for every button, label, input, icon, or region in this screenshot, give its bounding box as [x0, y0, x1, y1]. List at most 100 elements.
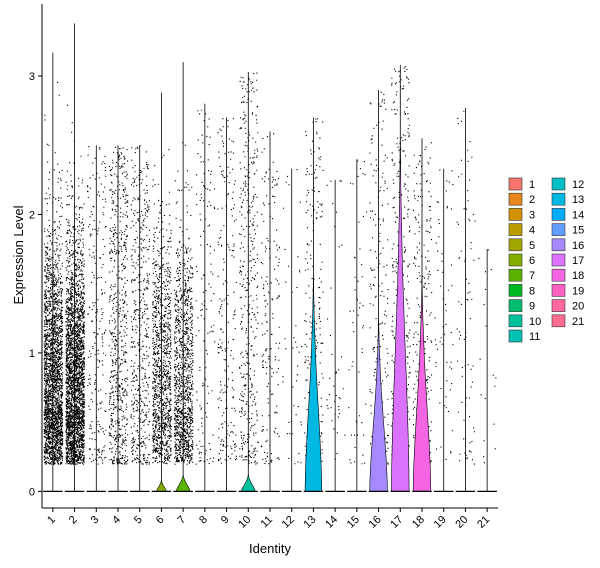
legend-item-18: 18: [551, 268, 584, 282]
legend-label-19: 19: [572, 285, 584, 297]
violin-body-7: [176, 474, 191, 492]
legend-swatch-21: [551, 314, 566, 328]
legend-item-13: 13: [551, 192, 584, 206]
points-13: [304, 118, 324, 464]
legend-label-10: 10: [529, 316, 541, 328]
legend-item-8: 8: [508, 284, 535, 297]
points-11: [260, 133, 281, 465]
x-tick-label-3: 3: [89, 514, 102, 527]
x-tick-label-19: 19: [432, 514, 449, 531]
legend-label-7: 7: [529, 270, 535, 282]
legend-item-16: 16: [551, 238, 584, 252]
points-group-13: [304, 118, 324, 464]
points-group-4: [108, 146, 129, 465]
x-tick-label-18: 18: [410, 514, 427, 531]
legend-item-15: 15: [551, 223, 584, 237]
legend-item-3: 3: [508, 208, 535, 221]
legend-label-15: 15: [572, 225, 584, 237]
legend-label-18: 18: [572, 270, 584, 282]
x-tick-label-4: 4: [110, 514, 123, 527]
legend-item-20: 20: [551, 299, 584, 313]
legend-swatch-2: [508, 192, 523, 206]
legend-label-17: 17: [572, 255, 584, 267]
x-tick-label-13: 13: [301, 514, 318, 531]
legend-item-2: 2: [508, 192, 535, 206]
violin-5: [129, 145, 150, 492]
violin-18: [412, 138, 432, 492]
x-tick-label-16: 16: [367, 514, 384, 531]
legend-swatch-6: [508, 253, 523, 267]
y-axis-title: Expression Level: [11, 205, 26, 304]
legend-label-5: 5: [529, 240, 535, 252]
points-group-20: [456, 110, 476, 465]
violin-body-18: [412, 276, 432, 492]
x-tick-label-10: 10: [236, 514, 253, 531]
legend-swatch-19: [551, 284, 566, 297]
legend-item-17: 17: [551, 253, 584, 267]
x-tick-label-20: 20: [453, 514, 470, 531]
points-group-11: [260, 133, 281, 465]
x-tick-label-11: 11: [259, 514, 276, 531]
x-tick-label-21: 21: [475, 514, 492, 531]
legend-label-16: 16: [572, 240, 584, 252]
legend-item-4: 4: [508, 223, 535, 237]
legend-swatch-4: [508, 223, 523, 236]
legend-item-10: 10: [508, 314, 541, 328]
violin-15: [347, 159, 367, 492]
legend-swatch-10: [508, 314, 523, 328]
violin-body-17: [391, 138, 410, 492]
violin-2: [64, 23, 85, 492]
legend-label-6: 6: [529, 255, 535, 267]
legend-swatch-16: [551, 238, 566, 252]
legend-label-20: 20: [572, 301, 584, 313]
points-15: [348, 160, 368, 465]
legend-label-14: 14: [572, 209, 584, 221]
points-group-15: [348, 160, 368, 465]
points-group-14: [326, 180, 346, 460]
x-tick-label-15: 15: [345, 514, 362, 531]
legend-label-13: 13: [572, 194, 584, 206]
points-5: [130, 145, 151, 465]
violin-17: [390, 64, 411, 492]
violin-19: [433, 168, 454, 492]
points-group-2: [65, 104, 85, 465]
legend-swatch-1: [508, 177, 523, 191]
x-tick-label-9: 9: [219, 514, 232, 527]
points-2: [65, 104, 85, 465]
legend-swatch-8: [508, 284, 523, 297]
points-12: [282, 169, 303, 465]
legend-item-21: 21: [551, 314, 584, 328]
violin-11: [260, 131, 280, 492]
points-14: [326, 180, 346, 460]
legend-swatch-7: [508, 268, 523, 282]
x-tick-label-6: 6: [154, 514, 167, 527]
violin-13: [303, 117, 324, 492]
legend-label-2: 2: [529, 194, 535, 206]
violin-7: [173, 62, 193, 492]
violin-12: [281, 168, 302, 492]
points-1: [43, 81, 64, 465]
violin-21: [477, 249, 497, 492]
points-9: [217, 118, 237, 464]
violin-4: [108, 145, 128, 492]
violin-9: [216, 117, 237, 492]
legend-label-4: 4: [529, 225, 535, 237]
y-tick-label-3: 3: [29, 71, 35, 83]
points-7: [173, 142, 194, 465]
points-20: [456, 110, 476, 465]
legend-label-1: 1: [529, 179, 535, 191]
points-group-1: [43, 81, 64, 465]
violin-8: [195, 103, 215, 492]
x-axis-title: Identity: [249, 541, 291, 556]
violin-1: [43, 52, 63, 492]
legend-item-11: 11: [508, 329, 540, 343]
violin-layer: [43, 23, 497, 492]
violin-3: [86, 145, 107, 492]
violin-body-16: [369, 318, 388, 492]
points-6: [152, 149, 172, 465]
points-group-5: [130, 145, 151, 465]
violin-10: [238, 71, 259, 492]
x-tick-label-5: 5: [132, 514, 145, 527]
violin-body-6: [156, 480, 167, 492]
